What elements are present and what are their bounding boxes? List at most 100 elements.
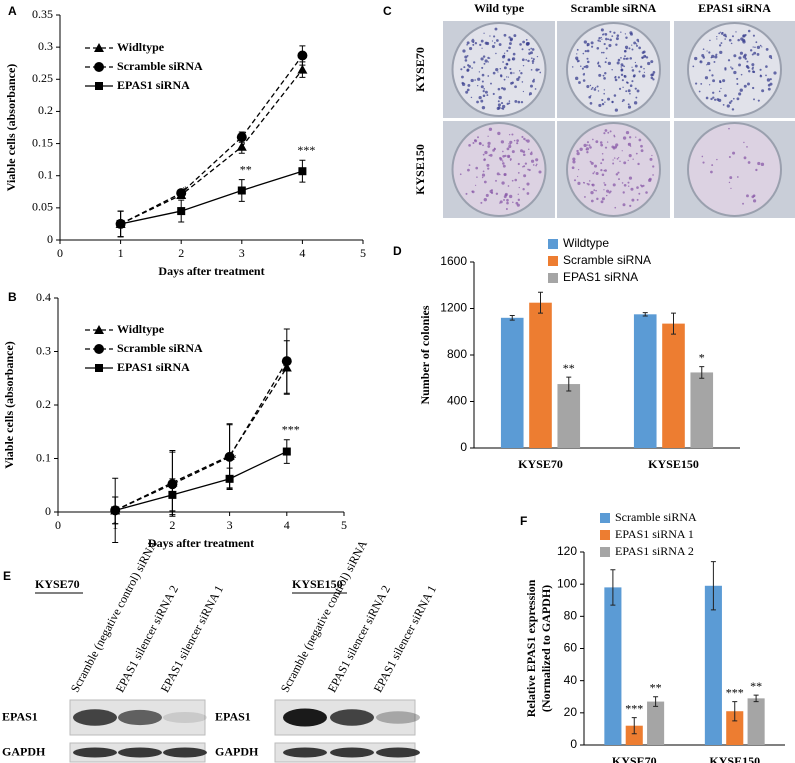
plate bbox=[451, 22, 547, 117]
colony bbox=[503, 172, 507, 177]
colony bbox=[604, 183, 607, 186]
colony bbox=[649, 157, 653, 161]
colony bbox=[482, 94, 486, 98]
colony bbox=[536, 55, 539, 58]
colony bbox=[650, 76, 654, 80]
marker bbox=[176, 188, 187, 199]
colony bbox=[466, 69, 470, 72]
y-tick-label: 0.3 bbox=[36, 343, 51, 357]
colony bbox=[603, 189, 605, 191]
colony bbox=[522, 150, 526, 154]
colony bbox=[629, 92, 631, 95]
colony bbox=[597, 90, 600, 92]
colony bbox=[757, 161, 761, 166]
colony bbox=[761, 89, 765, 93]
blot-band bbox=[73, 709, 117, 726]
colony bbox=[495, 68, 499, 72]
colony bbox=[526, 192, 530, 195]
colony bbox=[606, 189, 610, 193]
colony bbox=[506, 102, 509, 106]
colony bbox=[751, 67, 754, 70]
colony bbox=[483, 62, 486, 65]
colony bbox=[622, 136, 627, 140]
colony bbox=[618, 178, 620, 181]
y-tick-label: 20 bbox=[564, 705, 578, 719]
marker bbox=[281, 356, 292, 367]
colony bbox=[520, 100, 524, 104]
colony bbox=[712, 91, 715, 94]
plate bbox=[687, 122, 782, 217]
colony bbox=[738, 92, 742, 96]
colony bbox=[480, 39, 484, 43]
colony bbox=[576, 60, 579, 63]
colony bbox=[509, 71, 513, 75]
colony bbox=[501, 104, 506, 109]
y-tick-label: 0 bbox=[460, 440, 467, 454]
colony bbox=[620, 68, 624, 72]
colony bbox=[593, 88, 597, 91]
panel-letter: F bbox=[520, 514, 527, 528]
x-tick-label: 2 bbox=[178, 246, 184, 260]
colony bbox=[466, 43, 468, 46]
colony bbox=[497, 71, 499, 73]
colony bbox=[710, 56, 713, 59]
colony bbox=[630, 187, 634, 191]
colony bbox=[592, 172, 595, 175]
colony bbox=[652, 78, 655, 81]
colony bbox=[626, 47, 628, 50]
colony bbox=[698, 90, 701, 93]
colony bbox=[494, 27, 498, 31]
colony bbox=[744, 57, 747, 60]
marker bbox=[282, 447, 291, 456]
colony bbox=[720, 87, 722, 90]
colony bbox=[711, 74, 714, 77]
colony bbox=[492, 71, 496, 75]
colony bbox=[627, 89, 631, 93]
row-label: EPAS1 bbox=[215, 709, 251, 723]
colony bbox=[755, 41, 758, 44]
colony bbox=[595, 86, 597, 89]
colony bbox=[719, 50, 723, 54]
colony bbox=[480, 201, 483, 204]
colony bbox=[500, 140, 505, 144]
colony bbox=[575, 76, 579, 81]
colony bbox=[628, 176, 633, 180]
colony bbox=[525, 59, 527, 61]
colony bbox=[482, 55, 486, 58]
colony bbox=[579, 147, 583, 151]
x-tick-label: 5 bbox=[360, 246, 366, 260]
colony bbox=[591, 183, 594, 186]
y-axis-label: Viable cells (absorbance) bbox=[2, 341, 16, 469]
colony bbox=[576, 149, 579, 153]
legend-swatch bbox=[600, 513, 610, 523]
colony bbox=[601, 98, 604, 102]
colony bbox=[597, 64, 601, 68]
colony bbox=[730, 66, 732, 68]
colony bbox=[715, 53, 718, 56]
colony bbox=[636, 198, 639, 201]
colony bbox=[643, 54, 647, 58]
colony bbox=[728, 101, 732, 104]
colony bbox=[603, 169, 606, 172]
colony bbox=[527, 148, 530, 150]
colony bbox=[742, 55, 747, 59]
colony bbox=[512, 52, 516, 56]
colony bbox=[757, 99, 760, 102]
colony bbox=[620, 73, 624, 77]
y-tick-label: 1600 bbox=[440, 254, 467, 268]
colony bbox=[620, 66, 623, 68]
colony bbox=[629, 204, 632, 207]
error-bar bbox=[566, 376, 572, 392]
colony bbox=[713, 61, 716, 63]
colony bbox=[578, 81, 581, 84]
colony bbox=[517, 162, 520, 166]
colony bbox=[766, 78, 771, 82]
colony bbox=[522, 40, 526, 44]
colony bbox=[605, 194, 608, 197]
colony bbox=[591, 86, 594, 89]
colony bbox=[617, 157, 620, 159]
colony bbox=[521, 135, 524, 138]
panel-letter: D bbox=[393, 244, 402, 258]
colony bbox=[511, 58, 514, 60]
